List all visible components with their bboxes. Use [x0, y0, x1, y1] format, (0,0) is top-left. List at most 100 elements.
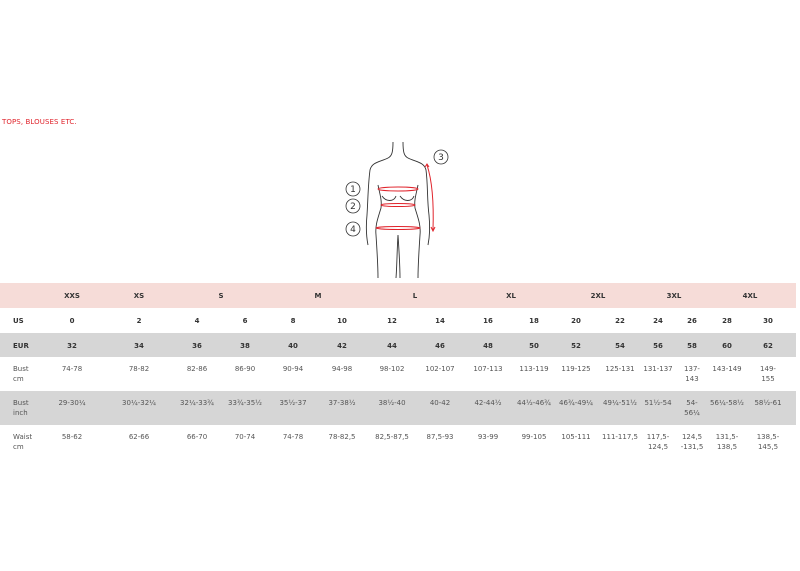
- marker-2: 2: [350, 202, 356, 212]
- table-cell: 20: [571, 317, 581, 325]
- table-cell: 62: [763, 342, 773, 350]
- row-label: EUR: [13, 342, 29, 350]
- table-cell: 24: [653, 317, 663, 325]
- size-header-cell: 2XL: [590, 292, 606, 300]
- table-cell: 14: [435, 317, 445, 325]
- table-cell: 44: [387, 342, 397, 350]
- table-cell: 42-44½: [474, 399, 502, 407]
- table-cell: 58: [687, 342, 697, 350]
- size-chart-table: XXS XS S M L XL 2XL 3XL 4XL US 0 2 4 6 8 10 12 14 16 18 20 22…: [0, 283, 796, 460]
- table-cell: 58½-61: [754, 399, 782, 407]
- table-cell: 37-38½: [328, 399, 356, 407]
- table-cell: 87,5-93: [426, 433, 454, 441]
- table-row: Waist cm 58-62 62-66 66-70 70-74 74-78 78-82,5…: [0, 425, 796, 460]
- table-cell: 66-70: [186, 433, 208, 441]
- table-cell: 49¼-51½: [603, 399, 637, 407]
- table-cell: 51½-54: [644, 399, 672, 407]
- table-cell: 54: [615, 342, 625, 350]
- table-cell: 74-78: [61, 365, 83, 373]
- table-cell: 4: [194, 317, 200, 325]
- table-cell: 60: [722, 342, 732, 350]
- table-cell: 48: [483, 342, 493, 350]
- table-cell: 8: [290, 317, 296, 325]
- table-row: US 0 2 4 6 8 10 12 14 16 18 20 22 24 26 28 30: [0, 308, 796, 333]
- table-cell: 2: [136, 317, 142, 325]
- table-cell: 29-30¼: [58, 399, 86, 407]
- table-cell: 90-94: [282, 365, 304, 373]
- table-row: Bust inch 29-30¼ 30¼-32¼ 32¼-33¾ 33¾-35½ 35½-…: [0, 391, 796, 425]
- table-cell: 117,5- 124,5: [646, 433, 670, 451]
- table-cell: 82-86: [186, 365, 208, 373]
- marker-4: 4: [350, 225, 356, 235]
- size-header-cell: L: [412, 292, 418, 300]
- table-cell: 26: [687, 317, 697, 325]
- size-header-cell: XL: [506, 292, 516, 300]
- table-cell: 32: [67, 342, 77, 350]
- table-row: Bust cm 74-78 78-82 82-86 86-90 90-94 94-98 98-…: [0, 357, 796, 391]
- size-header-cell: M: [314, 292, 322, 300]
- table-cell: 18: [529, 317, 539, 325]
- table-cell: 40-42: [429, 399, 451, 407]
- row-label: US: [13, 317, 24, 325]
- table-cell: 131,5- 138,5: [715, 433, 739, 451]
- table-cell: 32¼-33¾: [180, 399, 214, 407]
- row-label: Bust inch: [13, 399, 29, 417]
- table-cell: 10: [337, 317, 347, 325]
- table-cell: 12: [387, 317, 397, 325]
- table-cell: 44½-46¾: [517, 399, 551, 407]
- body-measurement-diagram: 1 2 3 4: [345, 141, 449, 279]
- table-cell: 38: [240, 342, 250, 350]
- size-header-cell: 4XL: [742, 292, 758, 300]
- table-cell: 54- 56¼: [684, 399, 700, 417]
- table-cell: 124,5 -131,5: [680, 433, 704, 451]
- table-cell: 62-66: [128, 433, 150, 441]
- size-header-cell: S: [218, 292, 224, 300]
- table-cell: 107-113: [473, 365, 503, 373]
- table-cell: 82,5-87,5: [375, 433, 409, 441]
- table-cell: 30¼-32¼: [122, 399, 156, 407]
- table-cell: 131-137: [643, 365, 673, 373]
- table-cell: 143-149: [712, 365, 742, 373]
- row-label: Bust cm: [13, 365, 29, 383]
- table-cell: 70-74: [234, 433, 256, 441]
- table-cell: 102-107: [425, 365, 455, 373]
- size-header-cell: 3XL: [666, 292, 682, 300]
- table-cell: 119-125: [561, 365, 591, 373]
- table-cell: 94-98: [331, 365, 353, 373]
- table-cell: 78-82: [128, 365, 150, 373]
- row-label: Waist cm: [13, 433, 33, 451]
- table-cell: 56: [653, 342, 663, 350]
- table-cell: 46: [435, 342, 445, 350]
- table-cell: 99-105: [521, 433, 547, 441]
- table-cell: 33¾-35½: [228, 399, 262, 407]
- table-row: EUR 32 34 36 38 40 42 44 46 48 50 52 54 56 58 60 62: [0, 333, 796, 357]
- table-cell: 93-99: [477, 433, 499, 441]
- table-cell: 98-102: [379, 365, 405, 373]
- table-cell: 35½-37: [279, 399, 307, 407]
- table-cell: 137- 143: [684, 365, 700, 383]
- table-cell: 125-131: [605, 365, 635, 373]
- table-cell: 36: [192, 342, 202, 350]
- table-cell: 16: [483, 317, 493, 325]
- table-cell: 22: [615, 317, 625, 325]
- size-header-cell: XS: [133, 292, 145, 300]
- table-cell: 42: [337, 342, 347, 350]
- marker-1: 1: [350, 185, 356, 195]
- table-cell: 58-62: [61, 433, 83, 441]
- marker-3: 3: [438, 153, 444, 163]
- table-cell: 138,5- 145,5: [756, 433, 780, 451]
- table-cell: 52: [571, 342, 581, 350]
- table-cell: 38½-40: [378, 399, 406, 407]
- table-cell: 40: [288, 342, 298, 350]
- table-cell: 28: [722, 317, 732, 325]
- table-cell: 149-155: [760, 365, 776, 383]
- table-cell: 56¼-58½: [710, 399, 744, 407]
- table-cell: 34: [134, 342, 144, 350]
- table-cell: 111-117,5: [602, 433, 638, 441]
- table-cell: 30: [763, 317, 773, 325]
- table-cell: 74-78: [282, 433, 304, 441]
- table-cell: 46¾-49¼: [559, 399, 593, 407]
- table-cell: 105-111: [561, 433, 591, 441]
- table-cell: 78-82,5: [328, 433, 356, 441]
- size-header-cell: XXS: [64, 292, 80, 300]
